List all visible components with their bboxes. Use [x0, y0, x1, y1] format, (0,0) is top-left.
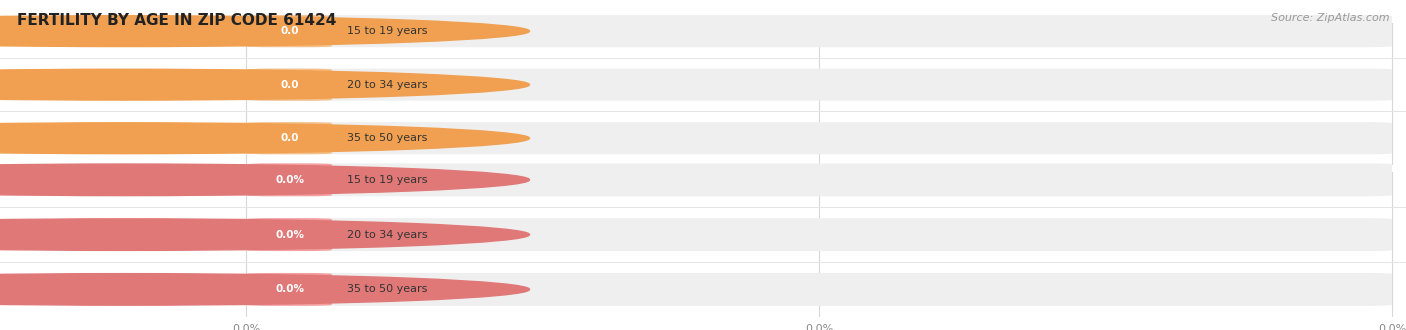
FancyBboxPatch shape — [247, 218, 332, 251]
Text: 0.0: 0.0 — [280, 26, 299, 36]
Text: FERTILITY BY AGE IN ZIP CODE 61424: FERTILITY BY AGE IN ZIP CODE 61424 — [17, 13, 336, 28]
FancyBboxPatch shape — [247, 163, 332, 196]
FancyBboxPatch shape — [246, 122, 1392, 154]
Text: 0.0%: 0.0% — [1378, 324, 1406, 330]
Text: 0.0: 0.0 — [810, 172, 828, 182]
Circle shape — [0, 219, 530, 250]
FancyBboxPatch shape — [247, 122, 332, 154]
Text: 0.0%: 0.0% — [232, 324, 260, 330]
Circle shape — [0, 16, 530, 47]
Text: 35 to 50 years: 35 to 50 years — [347, 284, 427, 294]
FancyBboxPatch shape — [246, 163, 1392, 196]
FancyBboxPatch shape — [246, 69, 1392, 101]
Text: 0.0%: 0.0% — [276, 175, 304, 185]
Text: 0.0: 0.0 — [280, 80, 299, 90]
Circle shape — [0, 164, 530, 196]
Circle shape — [0, 274, 530, 305]
Text: 0.0: 0.0 — [1384, 172, 1400, 182]
Text: 0.0: 0.0 — [280, 133, 299, 143]
Text: 0.0%: 0.0% — [276, 284, 304, 294]
FancyBboxPatch shape — [246, 218, 1392, 251]
Text: Source: ZipAtlas.com: Source: ZipAtlas.com — [1271, 13, 1389, 23]
Text: 0.0: 0.0 — [238, 172, 254, 182]
Text: 20 to 34 years: 20 to 34 years — [347, 80, 427, 90]
FancyBboxPatch shape — [246, 15, 1392, 47]
FancyBboxPatch shape — [247, 15, 332, 47]
Text: 0.0%: 0.0% — [804, 324, 834, 330]
Text: 15 to 19 years: 15 to 19 years — [347, 175, 427, 185]
FancyBboxPatch shape — [247, 69, 332, 101]
Text: 0.0%: 0.0% — [276, 230, 304, 240]
Text: 15 to 19 years: 15 to 19 years — [347, 26, 427, 36]
FancyBboxPatch shape — [246, 273, 1392, 306]
FancyBboxPatch shape — [247, 273, 332, 306]
Circle shape — [0, 69, 530, 100]
Circle shape — [0, 123, 530, 154]
Text: 20 to 34 years: 20 to 34 years — [347, 230, 427, 240]
Text: 35 to 50 years: 35 to 50 years — [347, 133, 427, 143]
